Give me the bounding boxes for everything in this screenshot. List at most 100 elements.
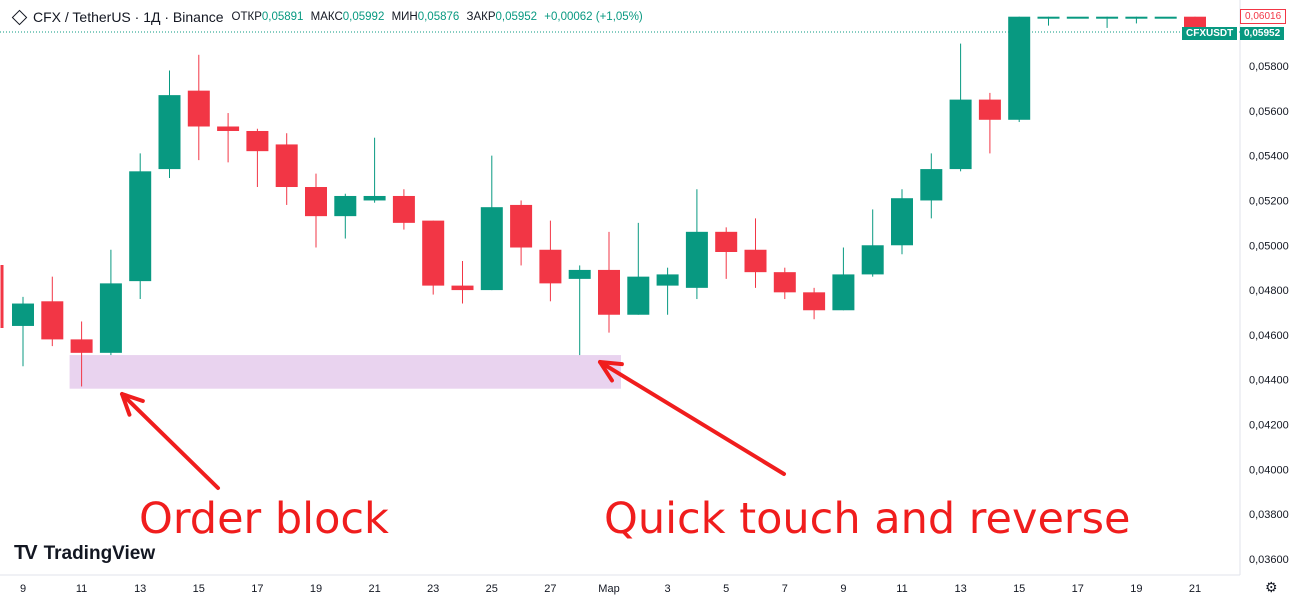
candle-body [949,99,972,170]
candle-body [217,126,240,131]
high-price-tag: 0,06016 [1240,9,1287,24]
x-tick-label: 13 [134,583,146,595]
chart-header: CFX / TetherUS · 1Д · Binance ОТКР0,0589… [11,9,647,25]
candle-body [715,231,738,252]
candle-body [41,301,64,340]
settings-gear-icon[interactable]: ⚙ [1265,579,1278,595]
close-label: ЗАКР [466,11,496,23]
tradingview-watermark[interactable]: TV TradingView [14,542,155,565]
x-tick-label: 23 [427,583,439,595]
low-value: 0,05876 [417,11,460,23]
candle-body [246,130,269,152]
candle-body [861,245,884,275]
candle-body [480,207,503,291]
candle-body [627,276,650,315]
x-tick-label: 19 [1130,583,1142,595]
y-tick-label: 0,05000 [1249,240,1289,252]
candle-body [685,231,708,288]
watermark-text: TradingView [43,542,156,564]
quick-touch-arrow-head [598,360,624,383]
high-label: МАКС [310,11,343,23]
y-tick-label: 0,03800 [1249,509,1289,521]
candle-body [598,269,620,315]
candle-body [891,198,913,246]
x-tick-label: 9 [840,583,846,595]
candle-body [129,171,152,282]
candle-body [187,90,210,127]
close-value: 0,05952 [495,11,538,23]
candle-body [1066,16,1089,19]
y-tick-label: 0,04000 [1249,464,1289,476]
quick-touch-arrow [598,360,786,476]
symbol-title[interactable]: CFX / TetherUS · 1Д · Binance [33,9,224,25]
candle-body [392,195,415,223]
x-tick-label: 25 [486,583,498,595]
x-tick-label: Мар [598,583,620,595]
symbol-price-tag: CFXUSDT [1182,27,1238,40]
candle-body [1037,16,1060,19]
ohlc-readout: ОТКР0,05891 МАКС0,05992 МИН0,05876 ЗАКР0… [232,11,647,23]
x-tick-label: 3 [665,583,671,595]
change-value: +0,00062 (+1,05%) [544,11,643,23]
candle-body [832,274,855,311]
candle-body [422,220,445,286]
x-tick-label: 19 [310,583,322,595]
x-tick-label: 21 [368,583,380,595]
candle-body [1154,16,1177,19]
y-tick-label: 0,04800 [1249,285,1289,297]
x-tick-label: 11 [76,583,87,595]
candle-body [1125,16,1148,19]
y-tick-label: 0,03600 [1249,554,1289,566]
candle-body [158,95,181,170]
order-block-arrow [120,392,220,490]
tradingview-logo-icon: TV [14,542,38,564]
candle-body [773,272,796,293]
candle-body [334,195,357,217]
candle-body [568,269,591,279]
candle-body [1008,16,1031,120]
order-block-zone [69,355,622,389]
order-block-arrow-head [120,392,145,417]
candle-body [363,195,386,201]
y-tick-label: 0,04200 [1249,420,1289,432]
high-value: 0,05992 [342,11,385,23]
x-tick-label: 7 [782,583,788,595]
open-label: ОТКР [231,11,262,23]
x-tick-label: 5 [723,583,729,595]
x-tick-label: 11 [896,583,907,595]
quick-touch-annotation: Quick touch and reverse [604,494,1131,544]
candle-body [1096,16,1119,19]
x-tick-label: 13 [954,583,966,595]
order-block-annotation: Order block [139,494,389,544]
candle-body [70,339,93,353]
candle-body [99,283,122,353]
symbol-diamond-icon [11,9,28,25]
candle-body [978,99,1001,120]
candle-body [305,187,327,217]
y-tick-label: 0,05800 [1249,61,1289,73]
x-tick-label: 17 [1072,583,1084,595]
candle-body [275,144,298,188]
candle-body [744,249,767,273]
x-tick-label: 15 [193,583,205,595]
open-value: 0,05891 [261,11,304,23]
x-tick-label: 15 [1013,583,1025,595]
candle-body [510,204,533,248]
y-tick-label: 0,04400 [1249,375,1289,387]
x-tick-label: 21 [1189,583,1201,595]
low-label: МИН [391,11,418,23]
last-price-tag: 0,05952 [1240,27,1285,40]
candle-body [656,274,679,286]
y-tick-label: 0,05600 [1249,106,1289,118]
candle-body [451,285,474,291]
candle-body [803,292,826,311]
candle-body [539,249,562,284]
candle-body [920,169,943,201]
candle-body [12,303,34,326]
x-tick-label: 27 [544,583,556,595]
x-tick-label: 17 [251,583,263,595]
y-tick-label: 0,05200 [1249,195,1289,207]
y-tick-label: 0,05400 [1249,151,1289,163]
y-tick-label: 0,04600 [1249,330,1289,342]
